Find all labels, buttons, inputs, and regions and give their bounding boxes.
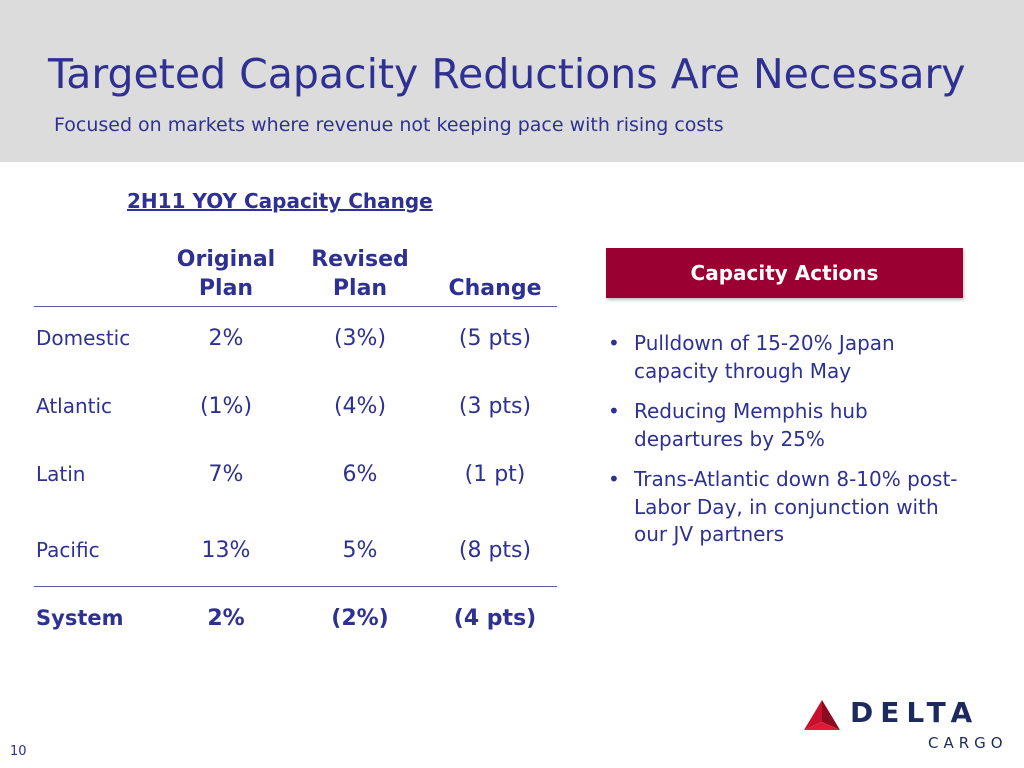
row-label-domestic: Domestic xyxy=(36,326,131,350)
logo-subtext: CARGO xyxy=(928,734,1008,752)
header-band xyxy=(0,0,1024,162)
row-label-system: System xyxy=(36,606,124,630)
table-heading: 2H11 YOY Capacity Change xyxy=(127,189,433,213)
column-header-revised: Revised Plan xyxy=(300,245,420,303)
cell-pacific-revised: 5% xyxy=(342,538,378,563)
bullet-text: Trans-Atlantic down 8-10% post-Labor Day… xyxy=(634,467,958,546)
table-divider-bottom xyxy=(34,586,557,587)
cell-pacific-change: (8 pts) xyxy=(458,538,532,563)
cell-system-change: (4 pts) xyxy=(453,606,537,631)
cell-latin-revised: 6% xyxy=(342,462,378,487)
bullet-text: Reducing Memphis hub departures by 25% xyxy=(634,399,868,451)
list-item: • Pulldown of 15-20% Japan capacity thro… xyxy=(608,330,968,385)
capacity-actions-header: Capacity Actions xyxy=(606,248,963,298)
cell-atlantic-revised: (4%) xyxy=(333,394,387,419)
bullet-icon: • xyxy=(608,399,620,423)
cell-latin-change: (1 pt) xyxy=(464,462,526,487)
cell-latin-original: 7% xyxy=(208,462,244,487)
slide-subtitle: Focused on markets where revenue not kee… xyxy=(54,114,724,136)
row-label-pacific: Pacific xyxy=(36,538,100,562)
cell-system-original: 2% xyxy=(207,606,245,631)
cell-atlantic-change: (3 pts) xyxy=(458,394,532,419)
column-header-line: Original xyxy=(176,247,276,272)
page-number: 10 xyxy=(10,744,27,759)
column-header-line: Plan xyxy=(198,276,254,301)
row-label-latin: Latin xyxy=(36,462,86,486)
column-header-change: Change xyxy=(435,274,555,303)
bullet-icon: • xyxy=(608,331,620,355)
delta-widget-icon xyxy=(804,700,840,730)
cell-domestic-original: 2% xyxy=(208,326,244,351)
delta-cargo-logo: DELTA CARGO xyxy=(800,696,1003,756)
cell-domestic-change: (5 pts) xyxy=(458,326,532,351)
cell-atlantic-original: (1%) xyxy=(199,394,253,419)
cell-system-revised: (2%) xyxy=(331,606,389,631)
cell-domestic-revised: (3%) xyxy=(333,326,387,351)
capacity-actions-list: • Pulldown of 15-20% Japan capacity thro… xyxy=(608,330,968,562)
table-divider-top xyxy=(34,306,557,307)
row-label-atlantic: Atlantic xyxy=(36,394,113,418)
list-item: • Trans-Atlantic down 8-10% post-Labor D… xyxy=(608,466,968,549)
cell-pacific-original: 13% xyxy=(201,538,251,563)
list-item: • Reducing Memphis hub departures by 25% xyxy=(608,398,968,453)
column-header-line: Change xyxy=(448,276,542,301)
bullet-text: Pulldown of 15-20% Japan capacity throug… xyxy=(634,331,895,383)
column-header-original: Original Plan xyxy=(166,245,286,303)
column-header-line: Revised xyxy=(311,247,409,272)
slide-title: Targeted Capacity Reductions Are Necessa… xyxy=(48,50,966,98)
logo-wordmark: DELTA xyxy=(850,696,980,729)
bullet-icon: • xyxy=(608,467,620,491)
column-header-line: Plan xyxy=(332,276,388,301)
